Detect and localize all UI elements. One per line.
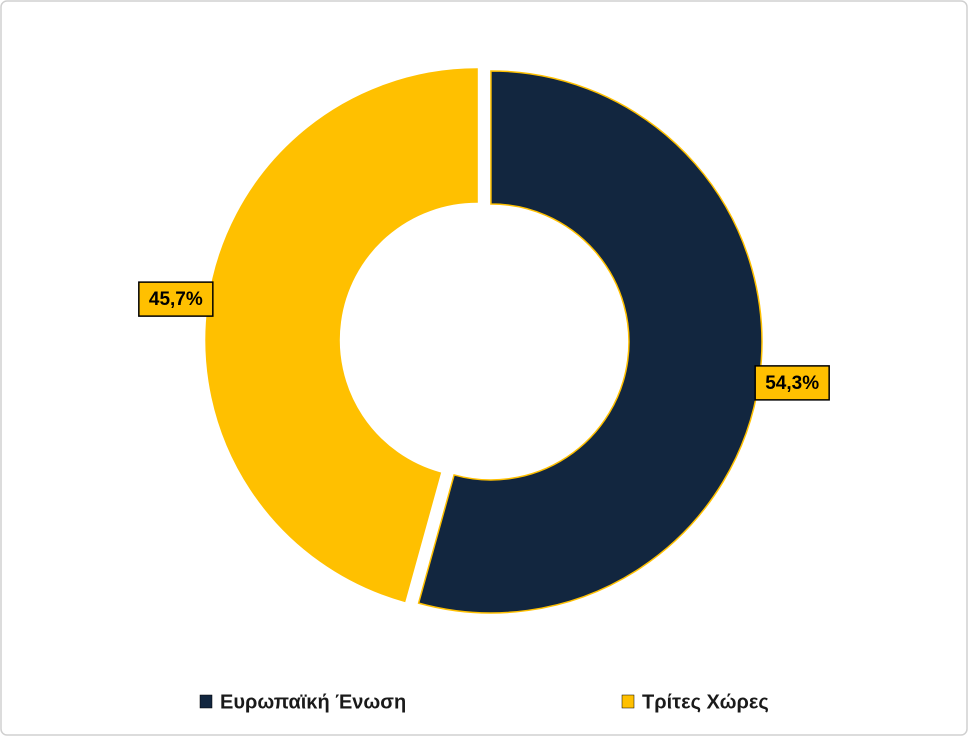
value-label: 54,3% <box>765 373 819 394</box>
legend-marker <box>621 694 635 709</box>
donut-slice <box>205 68 478 603</box>
legend-label: Τρίτες Χώρες <box>642 691 769 713</box>
value-label: 45,7% <box>149 289 203 310</box>
donut-slice <box>417 70 763 614</box>
value-label-box <box>138 281 214 317</box>
legend-marker <box>199 694 213 709</box>
value-label-box <box>754 365 830 401</box>
legend-label: Ευρωπαϊκή Ένωση <box>220 691 406 713</box>
